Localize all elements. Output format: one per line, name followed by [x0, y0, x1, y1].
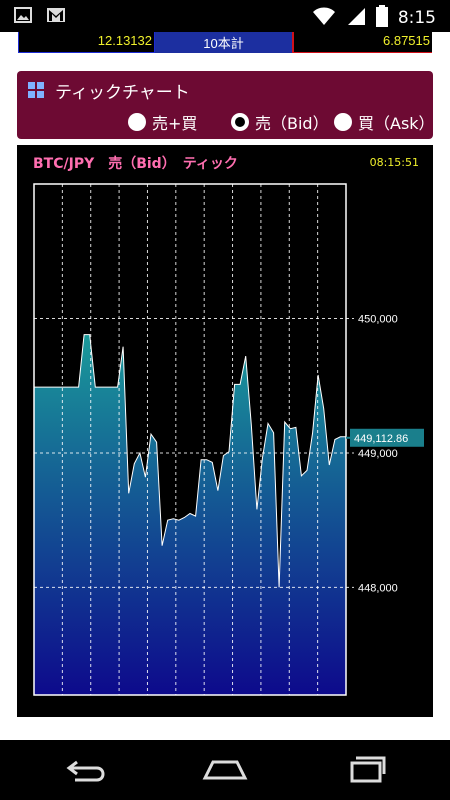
counter-right-value: 6.87515	[383, 33, 430, 48]
chart-title: BTC/JPY 売（Bid） ティック	[33, 156, 238, 172]
counter-right: 6.87515	[292, 32, 432, 53]
y-tick-label: 449,000	[358, 448, 398, 460]
home-button[interactable]	[201, 754, 249, 786]
current-value-badge	[350, 428, 424, 447]
clock: 8:15	[397, 8, 436, 28]
home-icon	[202, 760, 248, 780]
counter-bar: 12.13132 10本計 6.87515	[18, 32, 432, 53]
image-icon	[14, 6, 32, 28]
back-icon	[66, 760, 105, 782]
radio-dot-selected	[231, 113, 249, 131]
tick-chart-panel: ティックチャート 売+買 売（Bid） 買（Ask）	[17, 71, 435, 139]
back-button[interactable]	[63, 754, 111, 786]
price-area	[34, 334, 346, 695]
recents-button[interactable]	[342, 754, 390, 786]
counter-left-value: 12.13132	[97, 33, 152, 48]
panel-title: ティックチャート	[55, 83, 190, 103]
app-content: 12.13132 10本計 6.87515 ティックチャート 売+買 売（Bid…	[0, 32, 450, 740]
counter-left: 12.13132	[18, 32, 155, 53]
price-line	[34, 334, 346, 588]
gmail-icon	[46, 6, 66, 28]
radio-bid[interactable]: 売（Bid）	[231, 110, 329, 134]
price-type-radio-group: 売+買 売（Bid） 買（Ask）	[17, 110, 435, 134]
wifi-icon	[312, 6, 336, 30]
radio-label: 売（Bid）	[255, 114, 329, 133]
grid-icon	[28, 82, 44, 98]
plot-border	[33, 183, 347, 696]
navigation-bar	[0, 740, 450, 800]
signal-icon	[346, 6, 366, 30]
counter-middle: 10本計	[155, 32, 292, 53]
radio-bid-ask[interactable]: 売+買	[128, 110, 197, 134]
current-value-label: 449,112.86	[354, 433, 408, 445]
y-tick-label: 450,000	[358, 313, 398, 325]
y-tick-label: 448,000	[358, 582, 398, 594]
tick-chart: 450,000 449,000 448,000 449,112.86 BTC/JPY …	[17, 145, 433, 717]
recents-icon	[350, 756, 386, 783]
radio-label: 買（Ask）	[358, 114, 435, 133]
status-bar: 8:15	[0, 0, 450, 32]
radio-label: 売+買	[152, 114, 198, 133]
chart-time: 08:15:51	[369, 156, 419, 169]
radio-ask[interactable]: 買（Ask）	[334, 110, 435, 134]
battery-icon	[375, 5, 388, 31]
radio-dot	[128, 113, 146, 131]
counter-middle-label: 10本計	[203, 36, 244, 51]
radio-dot	[334, 113, 352, 131]
tick-chart-svg: 450,000 449,000 448,000 449,112.86	[33, 183, 424, 696]
